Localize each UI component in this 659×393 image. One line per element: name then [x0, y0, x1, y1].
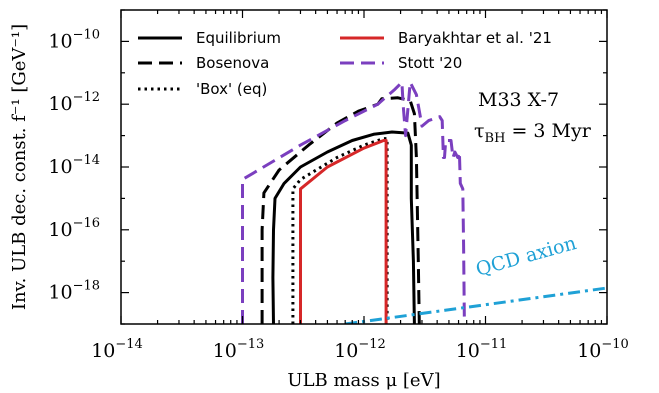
tau-annotation: τBH = 3 Myr — [474, 120, 592, 146]
y-tick-label: 10−16 — [48, 216, 100, 241]
series-line-5 — [344, 286, 607, 324]
qcd-axion-label: QCD axion — [473, 232, 578, 281]
source-annotation: M33 X-7 — [478, 89, 559, 111]
legend-label: Bosenova — [196, 54, 269, 72]
legend-label: Baryakhtar et al. '21 — [398, 29, 552, 47]
series-layer — [241, 80, 607, 324]
x-tick-label: 10−11 — [456, 337, 508, 362]
legend: Equilibrium Bosenova 'Box' (eq) Baryakhtar … — [138, 29, 552, 98]
legend-label: Stott '20 — [398, 54, 462, 72]
legend-label: 'Box' (eq) — [196, 80, 267, 98]
series-line-4 — [241, 80, 466, 324]
x-tick-label: 10−14 — [91, 337, 143, 362]
y-tick-label: 10−12 — [48, 90, 100, 115]
series-line-0 — [271, 130, 416, 324]
y-tick-label: 10−10 — [48, 27, 100, 52]
series-line-2 — [291, 137, 389, 324]
legend-label: Equilibrium — [196, 29, 281, 47]
x-tick-label: 10−13 — [213, 337, 265, 362]
y-tick-label: 10−18 — [48, 279, 100, 304]
y-axis-label: Inv. ULB dec. const. f⁻¹ [GeV⁻¹] — [9, 24, 30, 310]
x-axis-label: ULB mass μ [eV] — [287, 370, 440, 391]
y-tick-label: 10−14 — [48, 153, 100, 178]
series-line-3 — [299, 139, 388, 324]
x-tick-label: 10−10 — [577, 337, 629, 362]
x-tick-label: 10−12 — [334, 337, 386, 362]
plot-frame — [120, 9, 608, 325]
ticks-layer: 10−14 10−13 10−12 10−11 10−10 10−10 10−12 10−14… — [48, 9, 629, 362]
